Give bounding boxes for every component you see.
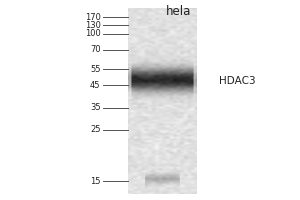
Text: hela: hela [166, 5, 191, 18]
Text: 15: 15 [90, 176, 101, 186]
Text: 130: 130 [85, 21, 101, 29]
Text: 25: 25 [90, 126, 101, 134]
Text: 70: 70 [90, 46, 101, 54]
Text: 45: 45 [90, 81, 101, 90]
Text: 35: 35 [90, 104, 101, 112]
Text: 55: 55 [90, 64, 101, 73]
Text: 100: 100 [85, 29, 100, 38]
Text: 170: 170 [85, 12, 101, 21]
Text: HDAC3: HDAC3 [219, 76, 256, 86]
